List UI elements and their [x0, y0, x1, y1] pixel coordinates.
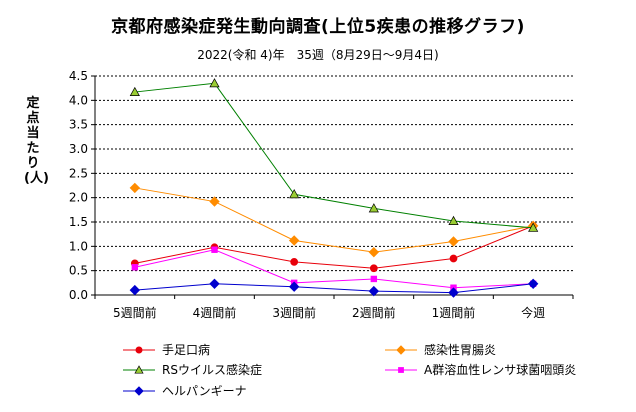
y-tick-label: 3.5 — [69, 118, 88, 132]
legend-swatch — [123, 385, 155, 396]
legend-label: A群溶血性レンサ球菌咽頭炎 — [424, 363, 577, 377]
series-line — [134, 225, 534, 269]
y-tick-label: 1.5 — [69, 215, 88, 229]
legend-swatch — [123, 364, 155, 374]
data-point — [131, 264, 139, 271]
legend-item: RSウイルス感染症 — [122, 361, 262, 378]
legend-label: RSウイルス感染症 — [162, 363, 262, 377]
y-tick-label: 4.0 — [69, 93, 88, 107]
x-tick-label: 3週間前 — [272, 305, 316, 320]
y-tick-label: 2.0 — [69, 191, 88, 205]
data-point — [288, 235, 300, 246]
data-point — [289, 189, 300, 199]
legend-label: 手足口病 — [162, 343, 211, 357]
data-point — [211, 246, 218, 253]
legend-label: 感染性胃腸炎 — [424, 343, 497, 357]
chart-title: 京都府感染症発生動向調査(上位5疾患の推移グラフ) — [111, 17, 525, 37]
legend-swatch — [123, 346, 155, 353]
legend-marker — [135, 346, 143, 353]
legend-swatch — [385, 344, 417, 355]
y-tick-label: 3.0 — [69, 142, 88, 156]
legend-item: 手足口病 — [122, 341, 210, 358]
legend-item: A群溶血性レンサ球菌咽頭炎 — [384, 361, 576, 378]
series-line — [134, 283, 534, 294]
data-point — [449, 254, 458, 263]
data-point — [527, 278, 539, 290]
series-line — [134, 249, 534, 289]
legend-item: 感染性胃腸炎 — [384, 341, 496, 358]
data-point — [290, 258, 299, 266]
x-tick-label: 2週間前 — [352, 305, 396, 320]
y-tick-label: 1.0 — [69, 239, 88, 253]
data-point — [369, 264, 378, 273]
data-point — [528, 222, 539, 232]
data-point — [288, 281, 300, 292]
data-point — [129, 284, 141, 296]
data-point — [370, 275, 378, 283]
x-tick-label: 5週間前 — [113, 305, 157, 320]
data-point — [368, 203, 379, 213]
data-point — [129, 86, 140, 97]
legend-marker — [398, 366, 404, 373]
y-tick-label: 2.5 — [69, 166, 88, 180]
data-point — [448, 215, 459, 225]
legend-marker — [134, 364, 144, 374]
chart-subtitle: 2022(令和 4)年 35週（8月29日～9月4日) — [197, 48, 439, 62]
data-point — [448, 287, 459, 298]
data-point — [129, 182, 141, 194]
data-point — [209, 196, 220, 207]
legend-swatch — [385, 366, 417, 373]
x-tick-label: 1週間前 — [432, 305, 476, 320]
x-tick-label: 4週間前 — [193, 305, 237, 320]
y-tick-label: 4.5 — [69, 69, 88, 83]
data-point — [209, 78, 220, 88]
data-point — [368, 285, 380, 297]
legend-marker — [396, 344, 406, 355]
x-tick-label: 今週 — [521, 305, 545, 320]
series-line — [134, 187, 534, 253]
data-point — [448, 236, 459, 247]
y-tick-label: 0.5 — [69, 264, 88, 278]
data-point — [209, 278, 220, 290]
legend-item: ヘルパンギーナ — [122, 382, 247, 399]
legend-marker — [134, 385, 144, 396]
series-line — [134, 82, 534, 229]
legend-label: ヘルパンギーナ — [162, 384, 247, 398]
data-point — [368, 246, 380, 258]
y-tick-label: 0.0 — [69, 288, 88, 302]
